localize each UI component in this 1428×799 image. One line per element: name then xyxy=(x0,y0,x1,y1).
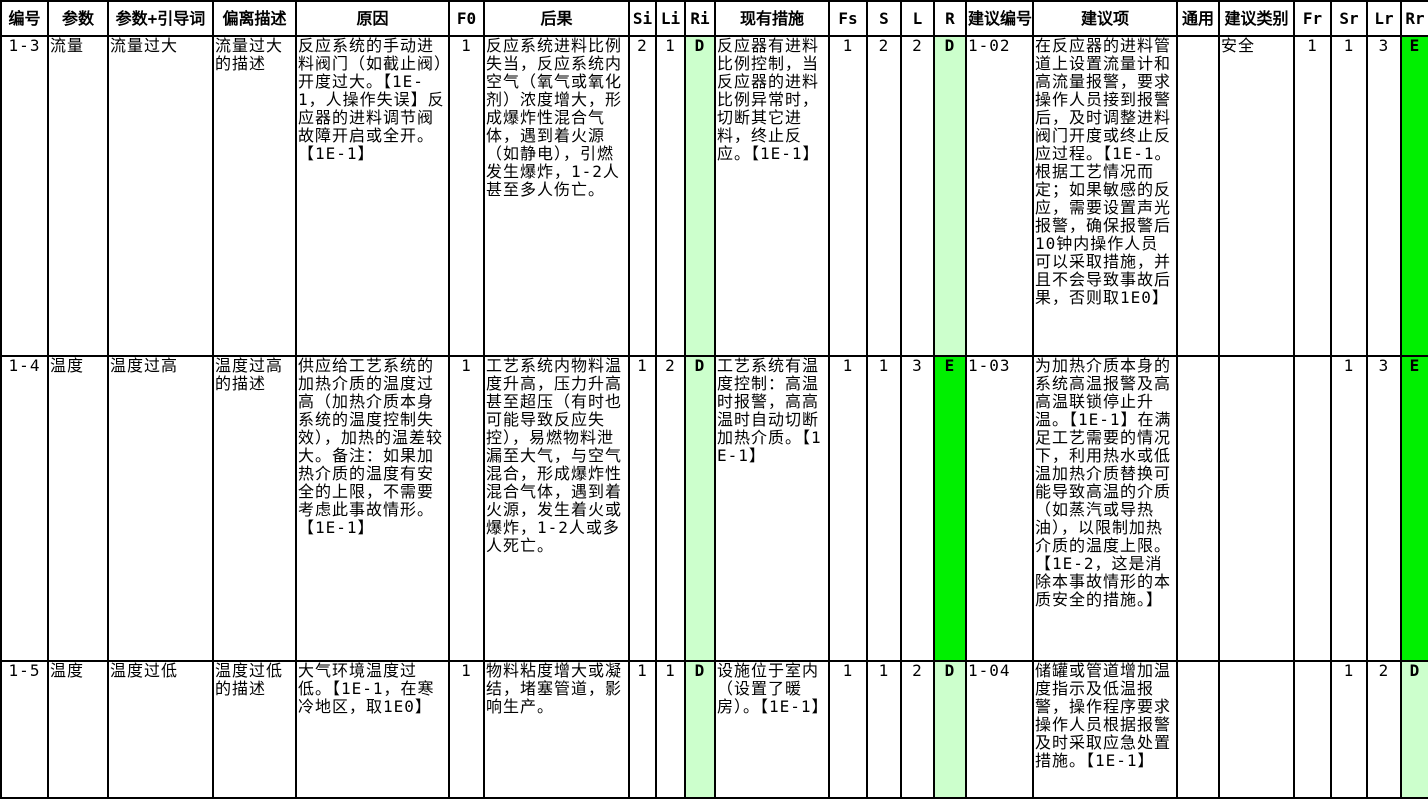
table-cell: 1-03 xyxy=(965,355,1034,662)
table-cell: 1 xyxy=(1330,660,1368,799)
table-cell: 2 xyxy=(655,355,686,662)
table-cell: 温度过高 xyxy=(107,355,214,662)
column-header-建议类别: 建议类别 xyxy=(1218,0,1295,37)
table-cell: 大气环境温度过低。【1E-1，在寒冷地区，取1E0】 xyxy=(295,660,450,799)
table-cell: 1-5 xyxy=(0,660,49,799)
table-cell: 1 xyxy=(628,355,657,662)
table-cell xyxy=(1218,660,1295,799)
table-cell: 1 xyxy=(1330,355,1368,662)
table-cell: 2 xyxy=(1366,660,1402,799)
table-cell: 反应器有进料比例控制，当反应器的进料比例异常时，切断其它进料，终止反应。【1E-… xyxy=(714,35,830,357)
table-cell: 1-3 xyxy=(0,35,49,357)
column-header-现有措施: 现有措施 xyxy=(714,0,830,37)
table-cell: 1-04 xyxy=(965,660,1034,799)
table-cell: 1 xyxy=(828,355,868,662)
column-header-参数+引导词: 参数+引导词 xyxy=(107,0,214,37)
table-cell: 2 xyxy=(628,35,657,357)
table-row-1-3: 1-3 流量 流量过大 流量过大的描述 反应系统的手动进料阀门（如截止阀）开度过大。【1… xyxy=(0,35,1428,357)
column-header-参数: 参数 xyxy=(47,0,109,37)
table-cell: 2 xyxy=(866,35,902,357)
table-cell: 1 xyxy=(655,660,686,799)
table-cell: D xyxy=(1400,660,1428,799)
column-header-L: L xyxy=(900,0,935,37)
table-cell: D xyxy=(684,660,716,799)
table-cell: 温度过低 xyxy=(107,660,214,799)
table-cell: 1 xyxy=(866,660,902,799)
table-cell: 1 xyxy=(1293,35,1332,357)
table-cell: E xyxy=(1400,355,1428,662)
table-cell: 温度过低的描述 xyxy=(212,660,297,799)
table-cell: 工艺系统内物料温度升高，压力升高甚至超压（有时也可能导致反应失控），易燃物料泄漏… xyxy=(483,355,630,662)
table-cell: 在反应器的进料管道上设置流量计和高流量报警，要求操作人员接到报警后，及时调整进料… xyxy=(1032,35,1178,357)
table-cell: 3 xyxy=(1366,35,1402,357)
table-cell: D xyxy=(933,35,967,357)
table-row-1-5: 1-5 温度 温度过低 温度过低的描述 大气环境温度过低。【1E-1，在寒冷地区，取1E… xyxy=(0,660,1428,799)
table-cell: 1-02 xyxy=(965,35,1034,357)
hazop-table-body: 1-3 流量 流量过大 流量过大的描述 反应系统的手动进料阀门（如截止阀）开度过大。【1… xyxy=(0,35,1428,799)
table-cell: 1 xyxy=(628,660,657,799)
column-header-原因: 原因 xyxy=(295,0,450,37)
column-header-通用: 通用 xyxy=(1176,0,1220,37)
table-cell: 3 xyxy=(1366,355,1402,662)
table-cell: 温度 xyxy=(47,355,109,662)
column-header-Sr: Sr xyxy=(1330,0,1368,37)
table-cell: 为加热介质本身的系统高温报警及高高温联锁停止升温。【1E-1】在满足工艺需要的情… xyxy=(1032,355,1178,662)
column-header-建议项: 建议项 xyxy=(1032,0,1178,37)
column-header-偏离描述: 偏离描述 xyxy=(212,0,297,37)
table-cell xyxy=(1176,355,1220,662)
table-cell xyxy=(1218,355,1295,662)
table-cell: 1-4 xyxy=(0,355,49,662)
column-header-编号: 编号 xyxy=(0,0,49,37)
table-cell xyxy=(1176,660,1220,799)
table-cell: 设施位于室内（设置了暖房）。【1E-1】 xyxy=(714,660,830,799)
column-header-R: R xyxy=(933,0,967,37)
table-cell: E xyxy=(1400,35,1428,357)
table-row-1-4: 1-4 温度 温度过高 温度过高的描述 供应给工艺系统的加热介质的温度过高（加热介质本身… xyxy=(0,355,1428,662)
table-cell: 2 xyxy=(900,35,935,357)
hazop-table-header: 编号 参数 参数+引导词 偏离描述 原因 F0 后果 Si Li Ri 现有措施 Fs S L R 建议编号建… xyxy=(0,0,1428,37)
table-cell: 流量过大 xyxy=(107,35,214,357)
table-cell: 反应系统的手动进料阀门（如截止阀）开度过大。【1E-1，人操作失误】反应器的进料… xyxy=(295,35,450,357)
table-cell: 1 xyxy=(828,660,868,799)
table-cell: 储罐或管道增加温度指示及低温报警，操作程序要求操作人员根据报警及时采取应急处置措… xyxy=(1032,660,1178,799)
table-cell: E xyxy=(933,355,967,662)
table-cell: D xyxy=(684,35,716,357)
table-cell: D xyxy=(933,660,967,799)
table-cell: 温度过高的描述 xyxy=(212,355,297,662)
table-cell: 1 xyxy=(448,355,485,662)
column-header-后果: 后果 xyxy=(483,0,630,37)
table-cell xyxy=(1293,660,1332,799)
table-cell: 2 xyxy=(900,660,935,799)
column-header-Ri: Ri xyxy=(684,0,716,37)
table-cell: 1 xyxy=(448,35,485,357)
column-header-F0: F0 xyxy=(448,0,485,37)
table-cell: 物料粘度增大或凝结，堵塞管道，影响生产。 xyxy=(483,660,630,799)
table-cell: 流量过大的描述 xyxy=(212,35,297,357)
table-cell: 3 xyxy=(900,355,935,662)
table-cell: 1 xyxy=(655,35,686,357)
table-cell xyxy=(1176,35,1220,357)
column-header-S: S xyxy=(866,0,902,37)
column-header-Lr: Lr xyxy=(1366,0,1402,37)
column-header-建议编号: 建议编号 xyxy=(965,0,1034,37)
table-cell: 流量 xyxy=(47,35,109,357)
table-cell: 温度 xyxy=(47,660,109,799)
table-cell: 反应系统进料比例失当，反应系统内空气（氧气或氧化剂）浓度增大，形成爆炸性混合气体… xyxy=(483,35,630,357)
table-cell: 1 xyxy=(448,660,485,799)
column-header-Rr: Rr xyxy=(1400,0,1428,37)
table-cell: 1 xyxy=(828,35,868,357)
column-header-Fr: Fr xyxy=(1293,0,1332,37)
table-cell: D xyxy=(684,355,716,662)
column-header-Li: Li xyxy=(655,0,686,37)
column-header-Si: Si xyxy=(628,0,657,37)
table-cell: 1 xyxy=(1330,35,1368,357)
table-cell: 工艺系统有温度控制：高温时报警，高高温时自动切断加热介质。【1E-1】 xyxy=(714,355,830,662)
column-header-Fs: Fs xyxy=(828,0,868,37)
header-row: 编号 参数 参数+引导词 偏离描述 原因 F0 后果 Si Li Ri 现有措施 Fs S L R 建议编号建… xyxy=(0,0,1428,37)
table-cell: 安全 xyxy=(1218,35,1295,357)
table-cell: 供应给工艺系统的加热介质的温度过高（加热介质本身系统的温度控制失效），加热的温差… xyxy=(295,355,450,662)
table-cell: 1 xyxy=(866,355,902,662)
table-cell xyxy=(1293,355,1332,662)
